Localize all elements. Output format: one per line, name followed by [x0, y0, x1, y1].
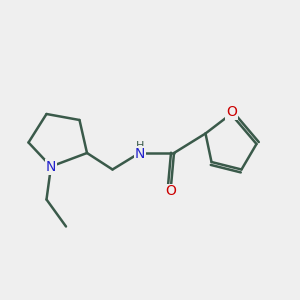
- Text: O: O: [166, 184, 176, 198]
- Text: H: H: [136, 141, 144, 152]
- Text: N: N: [135, 147, 145, 160]
- Text: O: O: [226, 106, 237, 119]
- Text: N: N: [46, 160, 56, 174]
